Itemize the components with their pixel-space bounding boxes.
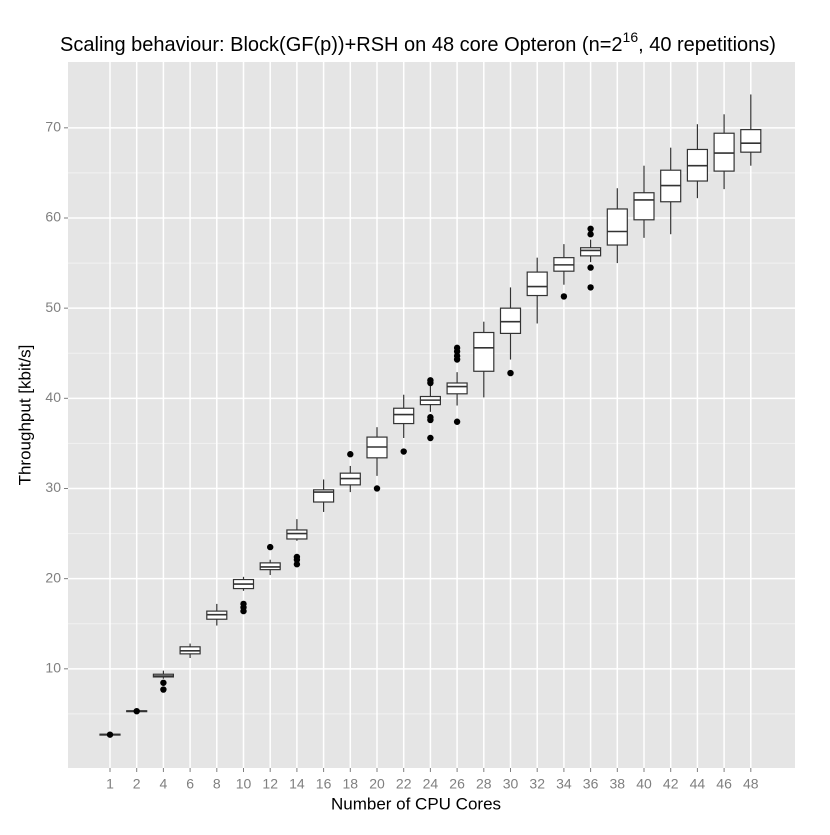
box <box>473 331 495 372</box>
outlier <box>560 293 568 300</box>
box <box>393 407 415 425</box>
outlier <box>427 379 434 387</box>
y-tick-label: 20 <box>45 569 61 585</box>
box <box>526 271 548 297</box>
x-tick-label: 2 <box>133 776 141 792</box>
box <box>446 382 468 395</box>
x-tick-label: 4 <box>160 776 168 792</box>
x-tick-label: 8 <box>213 776 221 792</box>
outlier <box>587 225 594 233</box>
outlier <box>347 451 354 458</box>
x-tick-label: 36 <box>583 776 599 792</box>
x-tick-label: 26 <box>449 776 465 792</box>
y-tick-label: 10 <box>45 660 61 676</box>
x-tick-label: 44 <box>690 776 706 792</box>
box <box>286 529 308 540</box>
outlier <box>400 448 407 455</box>
x-tick-label: 24 <box>423 776 439 792</box>
x-tick-label: 28 <box>476 776 492 792</box>
outlier <box>373 485 381 492</box>
x-tick-label: 6 <box>186 776 194 792</box>
title-part: , 40 repetitions) <box>638 34 776 56</box>
y-tick-label: 70 <box>45 119 61 135</box>
y-tick-label: 30 <box>45 479 61 495</box>
box <box>713 132 735 172</box>
x-tick-label: 16 <box>316 776 332 792</box>
x-tick-label: 18 <box>343 776 359 792</box>
y-tick-label: 40 <box>45 389 61 405</box>
outlier <box>267 543 274 551</box>
outlier <box>587 284 594 291</box>
outlier <box>293 561 301 568</box>
outlier <box>453 356 461 363</box>
box <box>499 307 522 334</box>
outlier <box>507 369 514 377</box>
y-tick-label: 60 <box>45 209 61 225</box>
x-tick-label: 12 <box>262 776 278 792</box>
box <box>579 247 602 257</box>
box <box>606 208 628 246</box>
outlier <box>587 264 594 271</box>
outlier <box>240 607 247 615</box>
y-axis-title: Throughput [kbit/s] <box>15 345 34 486</box>
x-tick-label: 20 <box>369 776 385 792</box>
outlier <box>133 707 140 715</box>
x-tick-label: 48 <box>743 776 759 792</box>
box <box>740 129 762 153</box>
title-superscript: 16 <box>623 29 639 45</box>
chart-title: Scaling behaviour: Block(GF(p))+RSH on 4… <box>60 29 776 57</box>
outlier <box>587 231 594 238</box>
outlier <box>160 679 167 686</box>
x-tick-label: 10 <box>236 776 252 792</box>
x-tick-label: 46 <box>716 776 732 792</box>
outlier <box>453 348 461 355</box>
outlier <box>293 556 301 563</box>
x-tick-label: 30 <box>503 776 519 792</box>
outlier <box>427 416 434 424</box>
x-axis-title: Number of CPU Cores <box>331 794 501 813</box>
outlier <box>427 434 434 442</box>
outlier <box>453 418 461 425</box>
x-tick-label: 1 <box>106 776 114 792</box>
y-tick-label: 50 <box>45 299 61 315</box>
x-tick-label: 22 <box>396 776 412 792</box>
outlier <box>106 731 114 738</box>
x-tick-label: 34 <box>556 776 572 792</box>
x-tick-label: 38 <box>610 776 626 792</box>
x-tick-label: 14 <box>289 776 305 792</box>
x-tick-label: 32 <box>529 776 545 792</box>
outlier <box>160 686 167 693</box>
title-part: Scaling behaviour: Block(GF(p))+RSH on 4… <box>60 34 623 56</box>
box <box>633 192 655 221</box>
x-tick-label: 42 <box>663 776 679 792</box>
x-tick-label: 40 <box>636 776 652 792</box>
